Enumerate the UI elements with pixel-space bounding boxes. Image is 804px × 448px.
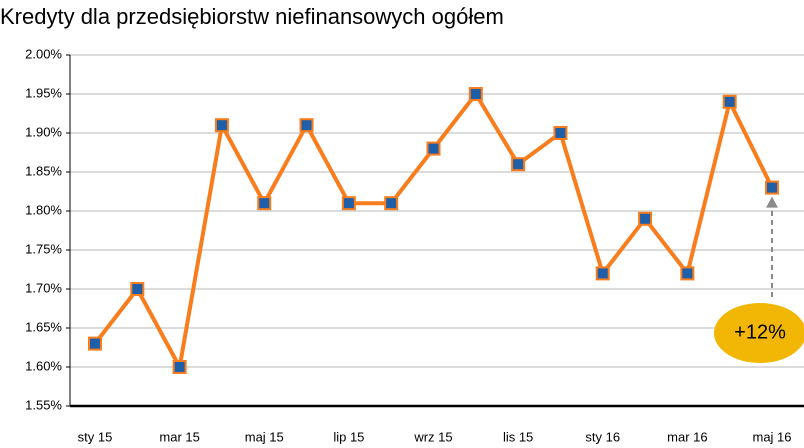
x-tick-label: mar 16 <box>667 429 707 444</box>
y-tick-label: 2.00% <box>25 46 62 61</box>
series-line <box>93 92 774 369</box>
y-tick-label: 1.95% <box>25 85 62 100</box>
y-tick-label: 1.75% <box>25 241 62 256</box>
data-point <box>553 126 568 140</box>
x-tick-label: maj 15 <box>245 429 284 444</box>
x-tick-label: wrz 15 <box>413 429 452 444</box>
data-point <box>88 336 102 351</box>
y-tick-label: 1.60% <box>25 358 62 373</box>
data-point <box>299 118 314 133</box>
x-tick-label: sty 15 <box>78 429 113 444</box>
data-point <box>426 141 441 156</box>
annotation-bubble <box>714 303 804 363</box>
x-tick-label: lis 15 <box>503 429 533 444</box>
data-point <box>341 196 356 211</box>
y-tick-label: 1.90% <box>25 124 62 139</box>
x-tick-label: lip 15 <box>333 429 364 444</box>
data-point <box>638 211 653 226</box>
chart-title: Kredyty dla przedsiębiorstw niefinansowy… <box>0 4 504 29</box>
annotation: +12% <box>734 321 786 343</box>
data-point <box>384 196 399 211</box>
data-point <box>511 157 526 172</box>
data-point <box>130 282 145 296</box>
x-tick-label: mar 15 <box>159 429 199 444</box>
x-tick-label: sty 16 <box>585 429 620 444</box>
data-point <box>214 118 229 133</box>
y-tick-label: 1.80% <box>25 202 62 217</box>
data-point <box>680 266 695 281</box>
data-point <box>257 196 272 211</box>
data-point <box>595 266 610 281</box>
arrow-head <box>766 196 778 208</box>
data-point <box>468 87 483 101</box>
y-tick-label: 1.70% <box>25 280 62 295</box>
y-tick-label: 1.85% <box>25 163 62 178</box>
x-tick-label: maj 16 <box>752 429 791 444</box>
y-tick-label: 1.65% <box>25 319 62 334</box>
data-point <box>722 94 737 109</box>
data-point <box>172 360 187 374</box>
y-tick-label: 1.55% <box>25 397 62 412</box>
data-point <box>765 180 779 195</box>
